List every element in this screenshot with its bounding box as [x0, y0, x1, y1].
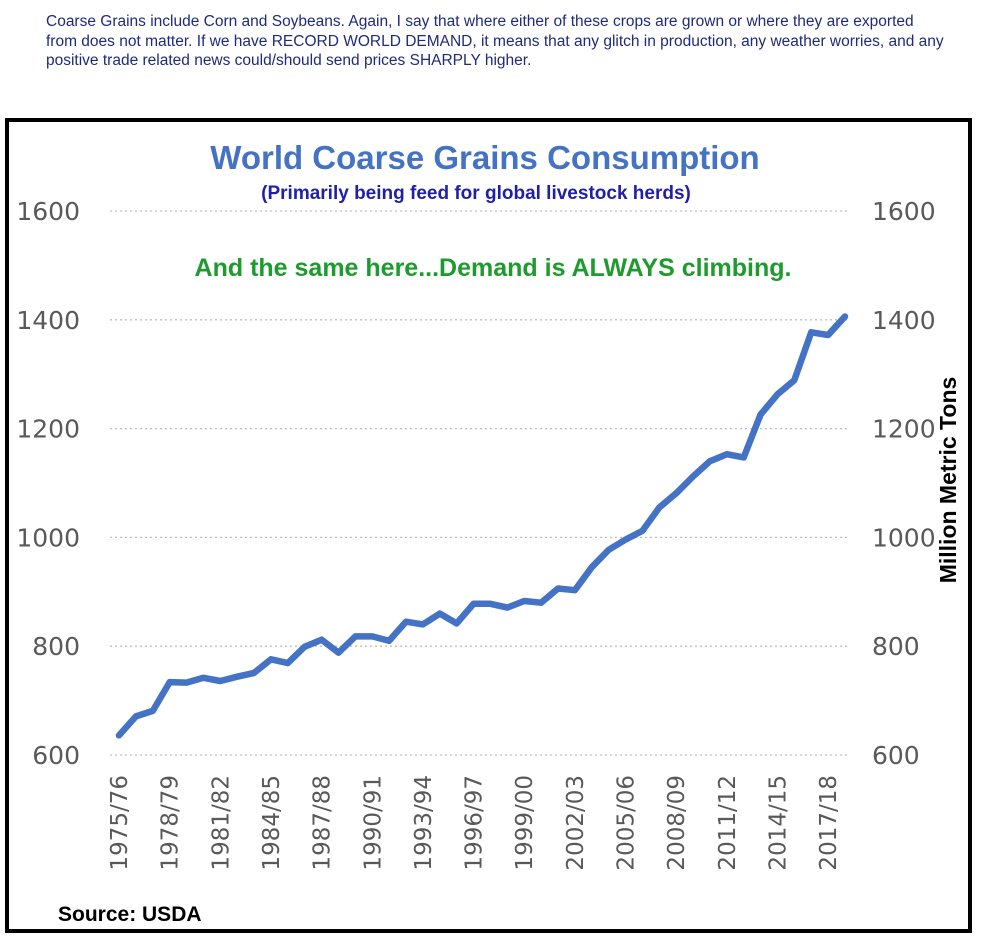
series-line	[115, 313, 849, 739]
y-tick-label-left: 800	[32, 632, 80, 661]
y-axis-label: Million Metric Tons	[935, 377, 961, 584]
y-tick-label-left: 1400	[16, 306, 80, 335]
x-tick-label: 1987/88	[310, 775, 336, 871]
y-tick-label-right: 1200	[872, 415, 936, 444]
x-tick-label: 1981/82	[208, 775, 234, 871]
chart-annotation: And the same here...Demand is ALWAYS cli…	[195, 254, 792, 282]
y-tick-label-left: 1200	[16, 415, 80, 444]
chart-subtitle: (Primarily being feed for global livesto…	[261, 183, 691, 204]
x-tick-label: 1978/79	[158, 775, 184, 871]
y-tick-label-right: 600	[872, 741, 920, 770]
x-tick-label: 1993/94	[411, 775, 437, 871]
y-tick-label-left: 600	[32, 741, 80, 770]
y-tick-label-right: 1600	[872, 197, 936, 226]
source-label: Source: USDA	[58, 903, 202, 926]
chart-title: World Coarse Grains Consumption	[210, 139, 759, 176]
x-tick-label: 1975/76	[107, 775, 133, 871]
x-tick-label: 2014/15	[765, 775, 791, 871]
y-tick-label-right: 1000	[872, 523, 936, 552]
x-tick-label: 2011/12	[715, 775, 741, 871]
x-tick-label: 1996/97	[462, 775, 488, 871]
y-tick-label-right: 1400	[872, 306, 936, 335]
chart-frame	[5, 118, 972, 933]
x-tick-label: 1990/91	[360, 775, 386, 871]
y-tick-label-left: 1000	[16, 523, 80, 552]
x-tick-label: 2005/06	[614, 775, 640, 871]
x-tick-label: 1984/85	[259, 775, 285, 871]
x-tick-label: 2002/03	[563, 775, 589, 871]
x-tick-label: 2008/09	[664, 775, 690, 871]
y-tick-label-right: 800	[872, 632, 920, 661]
caption-text: Coarse Grains include Corn and Soybeans.…	[46, 13, 944, 69]
x-tick-label: 2017/18	[816, 775, 842, 871]
y-tick-label-left: 1600	[16, 197, 80, 226]
x-tick-label: 1999/00	[512, 775, 538, 871]
